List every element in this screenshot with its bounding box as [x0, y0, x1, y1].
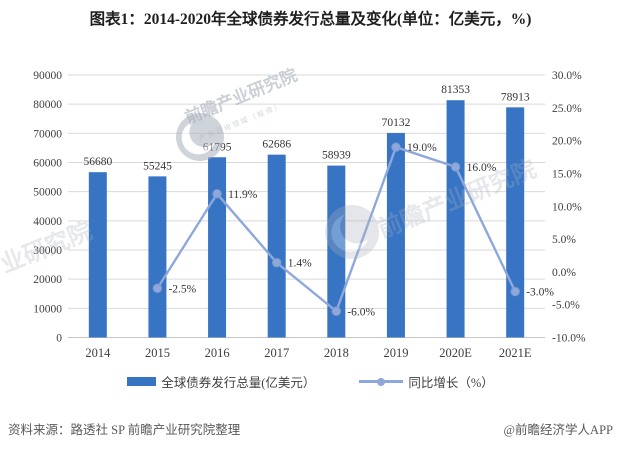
- legend-label-total: 全球债券发行总量(亿美元）: [161, 376, 316, 390]
- bar-value-label-2019: 70132: [382, 117, 411, 129]
- legend-item-growth: 同比增长（%）: [359, 372, 494, 391]
- legend-item-total: 全球债券发行总量(亿美元）: [127, 372, 315, 391]
- growth-marker-2016: [212, 189, 222, 199]
- growth-value-label-2017: 1.4%: [288, 258, 312, 270]
- bar-2020E: [446, 100, 465, 338]
- right-axis-tick-label: 10.0%: [552, 201, 582, 213]
- source-note: 资料来源：路透社 SP 前瞻产业研究院整理: [8, 423, 241, 437]
- line-marker-dot: [377, 377, 386, 386]
- bar-2016: [208, 157, 227, 338]
- right-axis-tick-label: 20.0%: [552, 136, 582, 148]
- left-axis-tick-label: 0: [56, 333, 62, 345]
- x-axis-label-2016: 2016: [205, 346, 230, 360]
- right-axis-tick-label: 15.0%: [552, 168, 582, 180]
- watermark-text: 前瞻产业研究院: [182, 65, 300, 128]
- growth-marker-2015: [152, 283, 163, 293]
- left-axis-tick-label: 60000: [33, 158, 62, 170]
- bar-series-swatch: [127, 377, 157, 386]
- credit-note: @前瞻经济学人APP: [503, 423, 613, 437]
- line-series-swatch: [359, 377, 404, 386]
- growth-value-label-2015: -2.5%: [168, 283, 196, 295]
- growth-marker-2020E: [450, 162, 461, 172]
- x-axis-label-2014: 2014: [85, 346, 111, 360]
- growth-marker-2018: [331, 306, 342, 316]
- bar-value-label-2015: 55245: [143, 160, 172, 172]
- left-axis-tick-label: 70000: [33, 128, 62, 140]
- x-axis-label-2018: 2018: [324, 346, 349, 360]
- left-axis-tick-label: 20000: [33, 274, 62, 286]
- watermark-text: 前瞻产业研究院: [0, 217, 96, 306]
- chart-title: 图表1：2014-2020年全球债券发行总量及变化(单位：亿美元，%): [89, 11, 532, 28]
- bar-2019: [386, 132, 405, 338]
- x-axis-label-2021E: 2021E: [499, 346, 532, 360]
- bar-2014: [88, 172, 107, 338]
- left-axis-tick-label: 10000: [33, 303, 62, 315]
- right-axis-tick-label: 25.0%: [552, 103, 582, 115]
- x-axis-label-2017: 2017: [264, 346, 289, 360]
- growth-value-label-2019: 19.0%: [407, 142, 437, 154]
- growth-marker-2019: [391, 142, 401, 152]
- bar-value-label-2017: 62686: [262, 139, 291, 151]
- right-axis-tick-label: -5.0%: [552, 300, 580, 312]
- bar-value-label-2018: 58939: [322, 150, 351, 162]
- x-axis-label-2015: 2015: [145, 346, 170, 360]
- growth-value-label-2021E: -3.0%: [526, 287, 554, 299]
- left-axis-tick-label: 40000: [33, 216, 62, 228]
- left-axis-tick-label: 80000: [33, 99, 62, 111]
- growth-marker-2017: [271, 257, 282, 268]
- right-axis-tick-label: 0.0%: [552, 267, 576, 279]
- bar-value-label-2014: 56680: [83, 156, 112, 168]
- bar-2017: [267, 154, 286, 338]
- left-axis-tick-label: 30000: [33, 245, 62, 257]
- watermark-subtext: 产业咨询领域（投资）: [197, 101, 284, 143]
- right-axis-tick-label: 30.0%: [552, 70, 582, 82]
- growth-marker-2021E: [510, 286, 520, 297]
- bar-value-label-2020E: 81353: [441, 84, 470, 96]
- legend-label-growth: 同比增长（%）: [408, 376, 494, 390]
- bar-2018: [327, 165, 346, 338]
- right-axis-tick-label: 5.0%: [552, 234, 576, 246]
- x-axis-label-2020E: 2020E: [439, 346, 472, 360]
- growth-value-label-2016: 11.9%: [228, 189, 258, 201]
- growth-value-label-2018: -6.0%: [347, 306, 375, 318]
- watermark-logo-icon: [176, 113, 224, 161]
- chart-legend: 全球债券发行总量(亿美元） 同比增长（%）: [0, 372, 621, 391]
- bar-2021E: [506, 107, 525, 338]
- bar-value-label-2016: 61795: [203, 141, 232, 153]
- left-axis-tick-label: 50000: [33, 187, 62, 199]
- right-axis-tick-label: -10.0%: [552, 333, 586, 345]
- x-axis-label-2019: 2019: [383, 346, 408, 360]
- left-axis-tick-label: 90000: [33, 70, 62, 82]
- growth-value-label-2020E: 16.0%: [467, 162, 497, 174]
- bar-2015: [148, 176, 167, 338]
- bar-value-label-2021E: 78913: [501, 91, 530, 103]
- footer: 资料来源：路透社 SP 前瞻产业研究院整理 @前瞻经济学人APP: [0, 419, 621, 438]
